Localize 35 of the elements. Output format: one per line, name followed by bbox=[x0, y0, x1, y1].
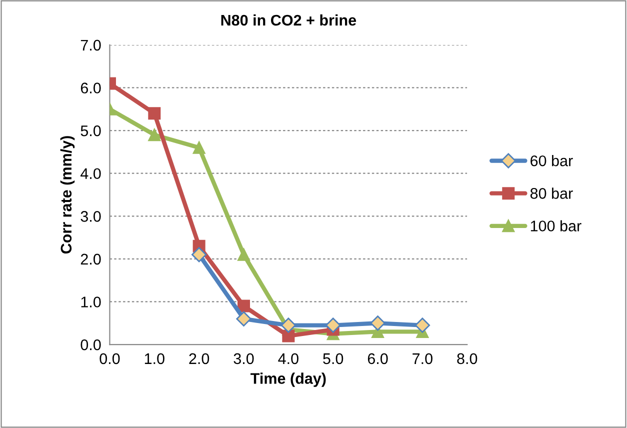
x-tick-label: 7.0 bbox=[412, 353, 432, 364]
point bbox=[282, 330, 295, 342]
x-tick-label: 3.0 bbox=[234, 353, 254, 364]
y-tick-label: 5.0 bbox=[80, 125, 101, 136]
x-tick-label: 1.0 bbox=[144, 353, 164, 364]
y-tick-label: 6.0 bbox=[80, 82, 101, 94]
legend-label: 100 bar bbox=[530, 220, 582, 232]
x-tick-label: 4.0 bbox=[278, 353, 298, 364]
x-tick-label: 2.0 bbox=[189, 353, 210, 364]
point bbox=[326, 318, 341, 333]
point bbox=[192, 141, 206, 154]
y-axis-title: Corr rate (mm/y) bbox=[60, 136, 75, 254]
point bbox=[236, 311, 252, 326]
y-tick-label: 0.0 bbox=[80, 339, 101, 350]
point bbox=[280, 318, 296, 333]
x-tick-label: 5.0 bbox=[323, 353, 344, 364]
x-axis-title: Time (day) bbox=[250, 372, 326, 387]
point bbox=[148, 128, 161, 142]
point bbox=[370, 316, 386, 331]
point bbox=[414, 318, 430, 333]
x-tick-label: 8.0 bbox=[457, 353, 478, 364]
point bbox=[237, 248, 250, 261]
chart-title: N80 in CO2 + brine bbox=[221, 14, 356, 26]
y-tick-label: 7.0 bbox=[80, 40, 101, 51]
point bbox=[192, 247, 207, 262]
y-tick-label: 4.0 bbox=[80, 168, 101, 180]
point bbox=[148, 107, 161, 120]
y-tick-label: 3.0 bbox=[80, 211, 101, 222]
x-tick-label: 6.0 bbox=[368, 353, 388, 364]
y-tick-label: 2.0 bbox=[80, 254, 101, 265]
x-tick-label: 0.0 bbox=[100, 353, 120, 364]
point bbox=[237, 300, 250, 312]
legend-label: 80 bar bbox=[530, 188, 573, 199]
legend-label: 60 bar bbox=[530, 155, 573, 166]
y-tick-label: 1.0 bbox=[81, 296, 101, 308]
